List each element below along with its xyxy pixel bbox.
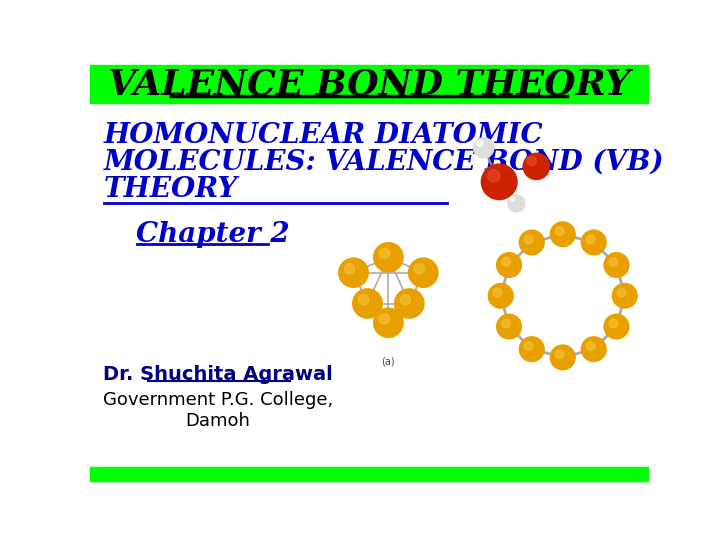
Circle shape bbox=[497, 314, 521, 339]
Circle shape bbox=[523, 153, 549, 179]
Text: MOLECULES: VALENCE BOND (VB): MOLECULES: VALENCE BOND (VB) bbox=[104, 149, 665, 176]
Circle shape bbox=[586, 342, 595, 350]
Circle shape bbox=[400, 294, 410, 305]
Circle shape bbox=[581, 337, 606, 361]
Text: HOMONUCLEAR DIATOMIC: HOMONUCLEAR DIATOMIC bbox=[104, 122, 544, 149]
Text: Government P.G. College,: Government P.G. College, bbox=[103, 391, 333, 409]
Circle shape bbox=[487, 170, 500, 182]
Circle shape bbox=[508, 195, 525, 212]
Circle shape bbox=[510, 197, 515, 201]
Circle shape bbox=[612, 284, 637, 308]
Text: (a): (a) bbox=[382, 356, 395, 366]
Circle shape bbox=[379, 248, 390, 259]
Circle shape bbox=[519, 230, 544, 255]
Circle shape bbox=[374, 242, 403, 272]
Circle shape bbox=[519, 337, 544, 361]
Bar bbox=[90, 65, 648, 103]
Text: Chapter 2: Chapter 2 bbox=[137, 221, 290, 248]
Circle shape bbox=[609, 258, 618, 266]
Circle shape bbox=[493, 288, 502, 297]
Circle shape bbox=[502, 319, 510, 328]
Circle shape bbox=[502, 258, 510, 266]
Circle shape bbox=[604, 314, 629, 339]
Text: VALENCE BOND THEORY: VALENCE BOND THEORY bbox=[108, 67, 630, 101]
Circle shape bbox=[586, 235, 595, 244]
Circle shape bbox=[474, 138, 494, 158]
Circle shape bbox=[395, 289, 424, 318]
Circle shape bbox=[359, 294, 369, 305]
Circle shape bbox=[527, 157, 536, 166]
Circle shape bbox=[482, 164, 517, 200]
Circle shape bbox=[609, 319, 618, 328]
Circle shape bbox=[353, 289, 382, 318]
Text: Damoh: Damoh bbox=[186, 411, 251, 429]
Circle shape bbox=[344, 264, 355, 274]
Circle shape bbox=[550, 222, 575, 247]
Text: (b): (b) bbox=[556, 356, 570, 366]
Circle shape bbox=[488, 284, 513, 308]
Text: Dr. Shuchita Agrawal: Dr. Shuchita Agrawal bbox=[103, 365, 333, 384]
Circle shape bbox=[550, 345, 575, 370]
Circle shape bbox=[555, 350, 564, 359]
Circle shape bbox=[604, 253, 629, 278]
Bar bbox=[90, 467, 648, 481]
Circle shape bbox=[581, 230, 606, 255]
Circle shape bbox=[524, 342, 533, 350]
Text: THEORY: THEORY bbox=[104, 176, 238, 203]
Circle shape bbox=[477, 140, 483, 146]
Circle shape bbox=[524, 235, 533, 244]
Circle shape bbox=[379, 314, 390, 324]
Circle shape bbox=[617, 288, 626, 297]
Circle shape bbox=[497, 253, 521, 278]
Circle shape bbox=[408, 258, 438, 287]
Circle shape bbox=[414, 264, 425, 274]
Circle shape bbox=[339, 258, 368, 287]
Circle shape bbox=[555, 227, 564, 235]
Circle shape bbox=[374, 308, 403, 338]
